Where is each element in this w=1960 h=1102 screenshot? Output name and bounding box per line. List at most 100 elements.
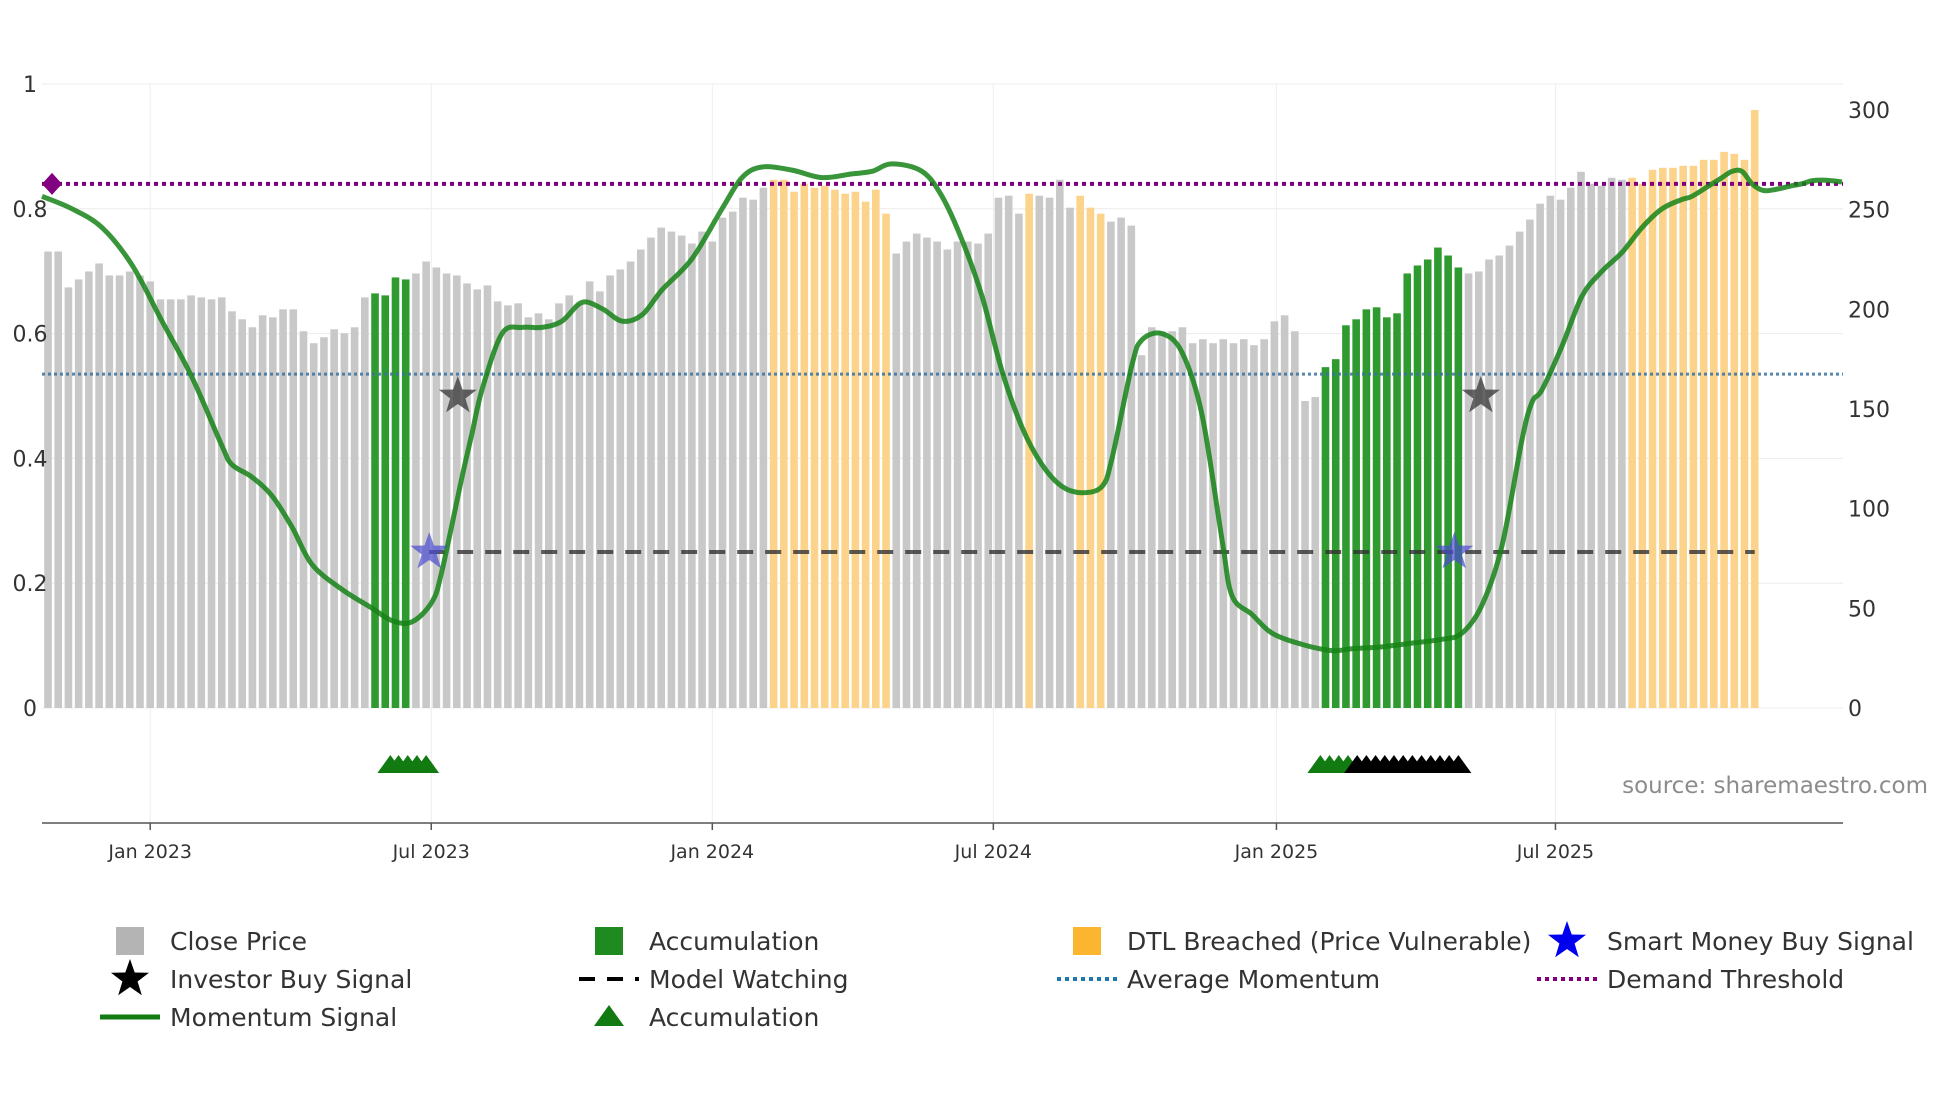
- price-bar: [606, 275, 614, 708]
- price-bar: [1515, 231, 1524, 709]
- legend-swatch: [595, 927, 623, 955]
- legend-label: Smart Money Buy Signal: [1607, 927, 1914, 956]
- price-bar: [728, 211, 737, 708]
- price-bar: [166, 299, 175, 708]
- right-tick-label: 300: [1848, 99, 1890, 124]
- price-bar: [810, 187, 819, 709]
- price-bar: [1096, 213, 1105, 709]
- price-bar: [534, 313, 543, 708]
- price-bar: [1280, 315, 1289, 708]
- left-tick-label: 0.2: [13, 572, 48, 597]
- price-bar: [1669, 167, 1677, 709]
- accumulation-triangles: [377, 755, 1472, 773]
- price-bar: [1423, 259, 1432, 708]
- accumulation-triangle: [413, 755, 440, 773]
- price-bar: [677, 235, 686, 708]
- price-bar: [146, 281, 154, 708]
- price-bar: [1260, 339, 1268, 708]
- price-bar: [1004, 195, 1013, 709]
- price-bar: [125, 271, 134, 708]
- price-bar: [851, 191, 860, 708]
- price-bar: [1628, 177, 1636, 709]
- legend-label: Average Momentum: [1127, 965, 1380, 994]
- price-bar: [473, 289, 482, 708]
- x-tick-label: Jan 2023: [107, 841, 192, 863]
- price-bar: [943, 249, 952, 709]
- price-bar: [780, 179, 788, 708]
- price-bar: [197, 297, 206, 708]
- price-bar: [636, 249, 645, 709]
- price-bar: [698, 231, 706, 709]
- price-bar: [1393, 313, 1401, 708]
- price-bar: [1495, 255, 1504, 708]
- price-bar: [585, 281, 594, 708]
- price-bar: [1536, 203, 1544, 709]
- price-bar: [759, 187, 768, 709]
- price-bar: [207, 299, 216, 708]
- x-tick-label: Jul 2025: [1516, 841, 1594, 863]
- right-tick-label: 50: [1848, 597, 1876, 622]
- price-bar: [769, 179, 778, 708]
- smart-money-buy-star: [410, 532, 449, 569]
- price-bar: [1505, 245, 1514, 708]
- price-bar: [565, 295, 574, 708]
- price-bar: [432, 267, 441, 708]
- price-bar: [1720, 151, 1728, 709]
- x-axis: Jan 2023 Jul 2023 Jan 2024 Jul 2024 Jan 2025…: [42, 822, 1843, 863]
- price-bar: [1127, 225, 1136, 708]
- left-tick-label: 0.4: [13, 447, 48, 472]
- legend-item: Accumulation: [594, 1003, 819, 1032]
- price-bar: [800, 183, 809, 709]
- price-bar: [1239, 339, 1248, 708]
- price-bar: [391, 277, 400, 708]
- price-bar: [105, 275, 114, 708]
- price-bar: [626, 261, 635, 708]
- price-bar: [1291, 331, 1299, 708]
- legend-item: Close Price: [116, 927, 307, 956]
- price-bar: [964, 241, 972, 708]
- price-bar: [289, 309, 298, 708]
- price-bar: [340, 333, 349, 708]
- price-bar: [1015, 213, 1023, 709]
- price-bar: [1597, 185, 1606, 708]
- legend-item: Investor Buy Signal: [111, 959, 412, 996]
- price-bar: [892, 253, 901, 708]
- price-bar: [1117, 217, 1125, 708]
- legend-item: Smart Money Buy Signal: [1548, 921, 1914, 958]
- price-bar: [647, 237, 655, 708]
- price-bar: [320, 337, 328, 708]
- price-bar: [1658, 167, 1667, 709]
- legend-item: Momentum Signal: [100, 1003, 397, 1032]
- left-tick-label: 1: [23, 73, 37, 98]
- price-bar: [1730, 153, 1739, 708]
- x-tick-label: Jan 2025: [1234, 841, 1319, 863]
- legend-swatch: [116, 927, 144, 955]
- source-label: source: sharemaestro.com: [1622, 773, 1928, 799]
- smart-money-buy-star: [1435, 532, 1474, 569]
- price-bar: [1158, 331, 1166, 708]
- price-bar: [136, 275, 144, 708]
- legend: Close Price Accumulation DTL Breached (Pri…: [100, 921, 1914, 1032]
- right-tick-label: 200: [1848, 298, 1890, 323]
- price-bar: [1740, 159, 1749, 709]
- price-bar: [882, 213, 890, 709]
- price-bar: [1679, 165, 1687, 708]
- momentum-line: [41, 161, 1843, 654]
- legend-label: Accumulation: [649, 1003, 819, 1032]
- x-tick-label: Jul 2023: [392, 841, 470, 863]
- legend-swatch: [1073, 927, 1101, 955]
- price-bar: [1311, 397, 1320, 708]
- price-bar: [217, 297, 226, 708]
- momentum-signal: [41, 161, 1843, 654]
- price-bar: [872, 189, 880, 708]
- investor-buy-star: [1461, 376, 1500, 413]
- price-bar: [228, 311, 236, 708]
- price-bar: [401, 279, 410, 708]
- price-bar: [1383, 317, 1391, 708]
- legend-label: Model Watching: [649, 965, 849, 994]
- price-bar: [64, 287, 73, 708]
- legend-label: Demand Threshold: [1607, 965, 1844, 994]
- price-bar: [1331, 359, 1340, 708]
- price-bar: [923, 237, 931, 708]
- investor-buy-star: [438, 376, 477, 413]
